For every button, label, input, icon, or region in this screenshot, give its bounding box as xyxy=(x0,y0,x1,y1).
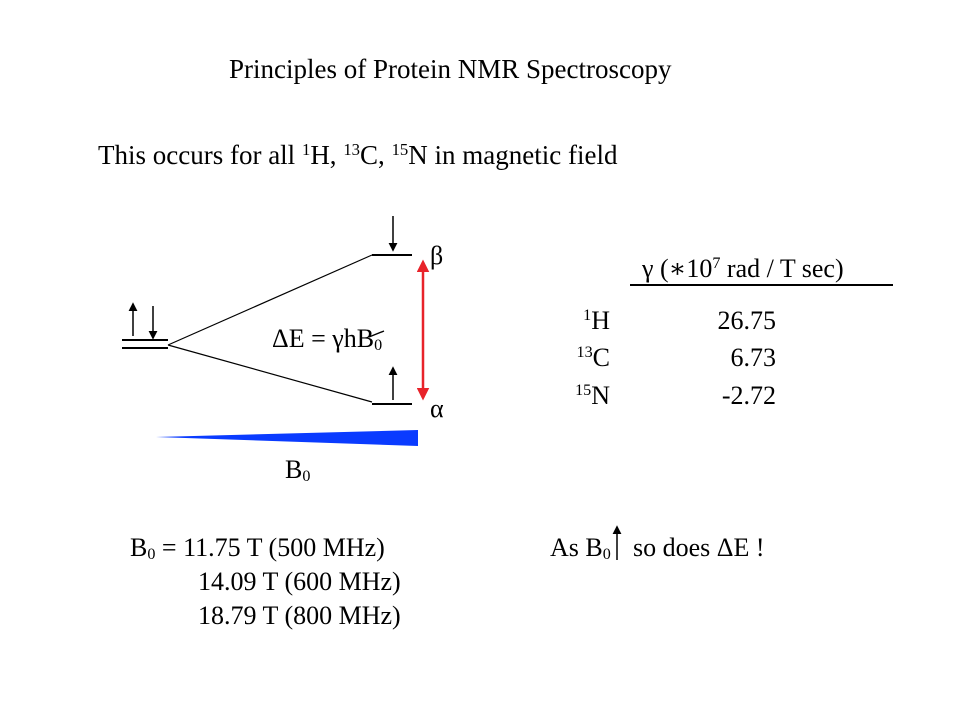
conclusion-delta-e: ΔE ! xyxy=(716,533,765,562)
b-symbol: B xyxy=(356,324,375,353)
conclusion-as: As B xyxy=(550,533,603,562)
conclusion-subscript: 0 xyxy=(602,546,611,564)
nucleus-mass: 15 xyxy=(575,382,592,400)
fields-subscript: 0 xyxy=(147,546,156,564)
gamma-header: γ xyxy=(642,254,654,283)
conclusion-left: As B0 xyxy=(550,533,611,563)
b-subscript: 0 xyxy=(374,337,383,355)
subtitle: This occurs for all 1H, 13C, 15N in magn… xyxy=(98,140,617,171)
conclusion-so: so does xyxy=(633,533,717,562)
gamma-value: 26.75 xyxy=(717,306,777,335)
h-mass-number: 1 xyxy=(301,139,311,159)
field-strength-line-3: 18.79 T (800 MHz) xyxy=(198,601,401,630)
field-wedge xyxy=(156,430,418,446)
fields-b: B xyxy=(130,533,148,562)
header-units: rad / T sec) xyxy=(720,254,844,283)
split-line-lower xyxy=(167,344,373,403)
gamma-value: 6.73 xyxy=(730,343,777,372)
beta-label: β xyxy=(430,241,444,270)
gamma-symbol: γ xyxy=(332,324,344,353)
field-subscript: 0 xyxy=(302,468,311,486)
nucleus-label: 13C xyxy=(577,343,610,373)
hbar-stroke xyxy=(368,330,385,338)
header-exponent: 7 xyxy=(712,255,721,273)
c-mass-number: 13 xyxy=(343,139,361,159)
nucleus-mass: 1 xyxy=(583,307,592,325)
gamma-value: -2.72 xyxy=(721,381,776,410)
delta-e-label: ΔE = xyxy=(272,324,333,353)
field-value: 11.75 T (500 MHz) xyxy=(183,533,385,562)
header-star: ∗ xyxy=(668,254,687,283)
alpha-label: α xyxy=(430,394,444,423)
n-symbol: N xyxy=(408,140,428,170)
fields-equals: = xyxy=(155,533,184,562)
n-mass-number: 15 xyxy=(391,139,409,159)
field-b: B xyxy=(285,455,303,484)
delta-e-expression: ΔE = γhB0 xyxy=(272,324,382,354)
c-symbol: C, xyxy=(360,140,392,170)
nucleus-symbol: H xyxy=(591,306,610,335)
header-open: ( xyxy=(653,254,669,283)
nucleus-label: 15N xyxy=(575,381,610,411)
split-line-upper xyxy=(167,254,373,346)
h-symbol: H, xyxy=(310,140,344,170)
nucleus-label: 1H xyxy=(583,306,610,336)
table-header: γ (∗107 rad / T sec) xyxy=(642,254,844,284)
nucleus-symbol: C xyxy=(592,343,610,372)
hbar-symbol: h xyxy=(343,324,357,353)
subtitle-prefix: This occurs for all xyxy=(98,140,302,170)
page-title: Principles of Protein NMR Spectroscopy xyxy=(229,54,672,84)
nucleus-mass: 13 xyxy=(576,344,593,362)
field-label: B0 xyxy=(285,455,310,485)
header-ten: 10 xyxy=(686,254,713,283)
field-strength-line-1: B0 = 11.75 T (500 MHz) xyxy=(130,533,385,563)
subtitle-suffix: in magnetic field xyxy=(427,140,618,170)
field-strength-line-2: 14.09 T (600 MHz) xyxy=(198,567,401,596)
nucleus-symbol: N xyxy=(591,381,610,410)
conclusion-right: so does ΔE ! xyxy=(633,533,765,563)
